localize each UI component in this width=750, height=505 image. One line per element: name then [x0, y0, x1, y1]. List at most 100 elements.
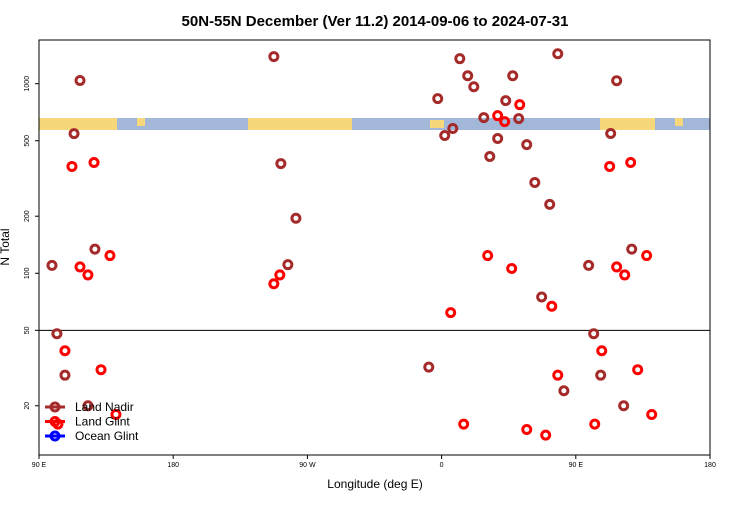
data-point: [507, 70, 519, 82]
data-point: [282, 259, 294, 271]
data-point: [499, 116, 511, 128]
data-point: [595, 369, 607, 381]
data-point: [611, 261, 623, 273]
legend-marker: [49, 416, 61, 427]
data-point: [59, 369, 71, 381]
x-tick-label: 180: [704, 462, 716, 469]
data-point: [423, 361, 435, 373]
data-point: [506, 262, 518, 274]
data-point: [492, 110, 504, 122]
x-tick-label: 90 W: [299, 462, 316, 469]
data-point: [536, 291, 548, 303]
ocean-strip: [39, 118, 710, 130]
data-point: [74, 261, 86, 273]
x-tick-label: 90 E: [32, 462, 47, 469]
data-point: [589, 418, 601, 430]
data-point: [82, 269, 94, 281]
data-point: [468, 81, 480, 93]
data-point: [540, 429, 552, 441]
data-point: [59, 345, 71, 357]
data-point: [529, 177, 541, 189]
data-point: [447, 123, 459, 135]
legend-marker: [49, 430, 61, 442]
data-point: [66, 160, 78, 172]
data-point: [51, 328, 63, 340]
data-point: [646, 408, 658, 420]
y-tick-label: 20: [24, 402, 31, 410]
data-point: [596, 345, 608, 357]
data-point: [514, 99, 526, 111]
data-point: [552, 369, 564, 381]
data-point: [544, 198, 556, 210]
y-tick-label: 50: [24, 326, 31, 334]
data-point: [626, 243, 638, 255]
x-axis-label: Longitude (deg E): [327, 477, 422, 491]
data-point: [68, 128, 80, 140]
data-point: [605, 128, 617, 140]
data-point: [95, 364, 107, 376]
data-point: [546, 300, 558, 312]
data-point: [89, 243, 101, 255]
data-point: [588, 328, 600, 340]
legend-marker: [49, 401, 61, 413]
data-point: [492, 132, 504, 144]
data-point: [521, 139, 533, 151]
data-point: [110, 408, 122, 420]
chart-title: 50N-55N December (Ver 11.2) 2014-09-06 t…: [182, 13, 569, 30]
data-point: [439, 129, 451, 141]
data-point: [500, 95, 512, 107]
x-tick-label: 90 E: [569, 462, 584, 469]
data-point: [632, 364, 644, 376]
data-point: [604, 160, 616, 172]
land-strip: [137, 118, 145, 126]
data-point: [454, 53, 466, 65]
data-point: [482, 250, 494, 262]
data-point: [641, 250, 653, 262]
y-tick-label: 200: [24, 210, 31, 222]
data-point: [275, 158, 287, 170]
land-strip: [675, 118, 683, 126]
y-tick-label: 500: [24, 135, 31, 147]
data-point: [432, 93, 444, 105]
data-point: [82, 400, 94, 412]
land-strip: [248, 118, 352, 130]
data-point: [558, 385, 570, 397]
x-tick-label: 180: [167, 462, 179, 469]
data-point: [478, 112, 490, 124]
data-point: [552, 48, 564, 60]
data-point: [104, 250, 116, 262]
data-point: [268, 278, 280, 290]
x-tick-label: 0: [440, 462, 444, 469]
data-point: [611, 75, 623, 87]
map-strip: [39, 118, 710, 130]
data-point: [618, 400, 630, 412]
data-point: [458, 418, 470, 430]
data-point: [88, 156, 100, 168]
y-tick-label: 1000: [24, 76, 31, 92]
land-strip: [600, 118, 655, 130]
data-point: [625, 156, 637, 168]
plot-frame: [38, 39, 711, 456]
legend-label: Land Nadir: [75, 400, 134, 414]
data-point: [74, 74, 86, 86]
data-point: [513, 113, 525, 125]
legend-label: Land Glint: [75, 415, 130, 429]
y-tick-label: 100: [24, 267, 31, 279]
data-point: [290, 212, 302, 224]
land-strip: [39, 118, 117, 130]
data-point: [583, 259, 595, 271]
data-point: [619, 269, 631, 281]
legend-label: Ocean Glint: [75, 429, 139, 443]
data-point: [268, 51, 280, 63]
data-point: [462, 70, 474, 82]
data-point: [521, 423, 533, 435]
data-point: [445, 307, 457, 319]
y-axis-label: N Total: [0, 228, 12, 265]
data-point: [46, 259, 58, 271]
data-point: [274, 269, 286, 281]
data-point: [484, 150, 496, 162]
land-strip: [430, 120, 444, 128]
